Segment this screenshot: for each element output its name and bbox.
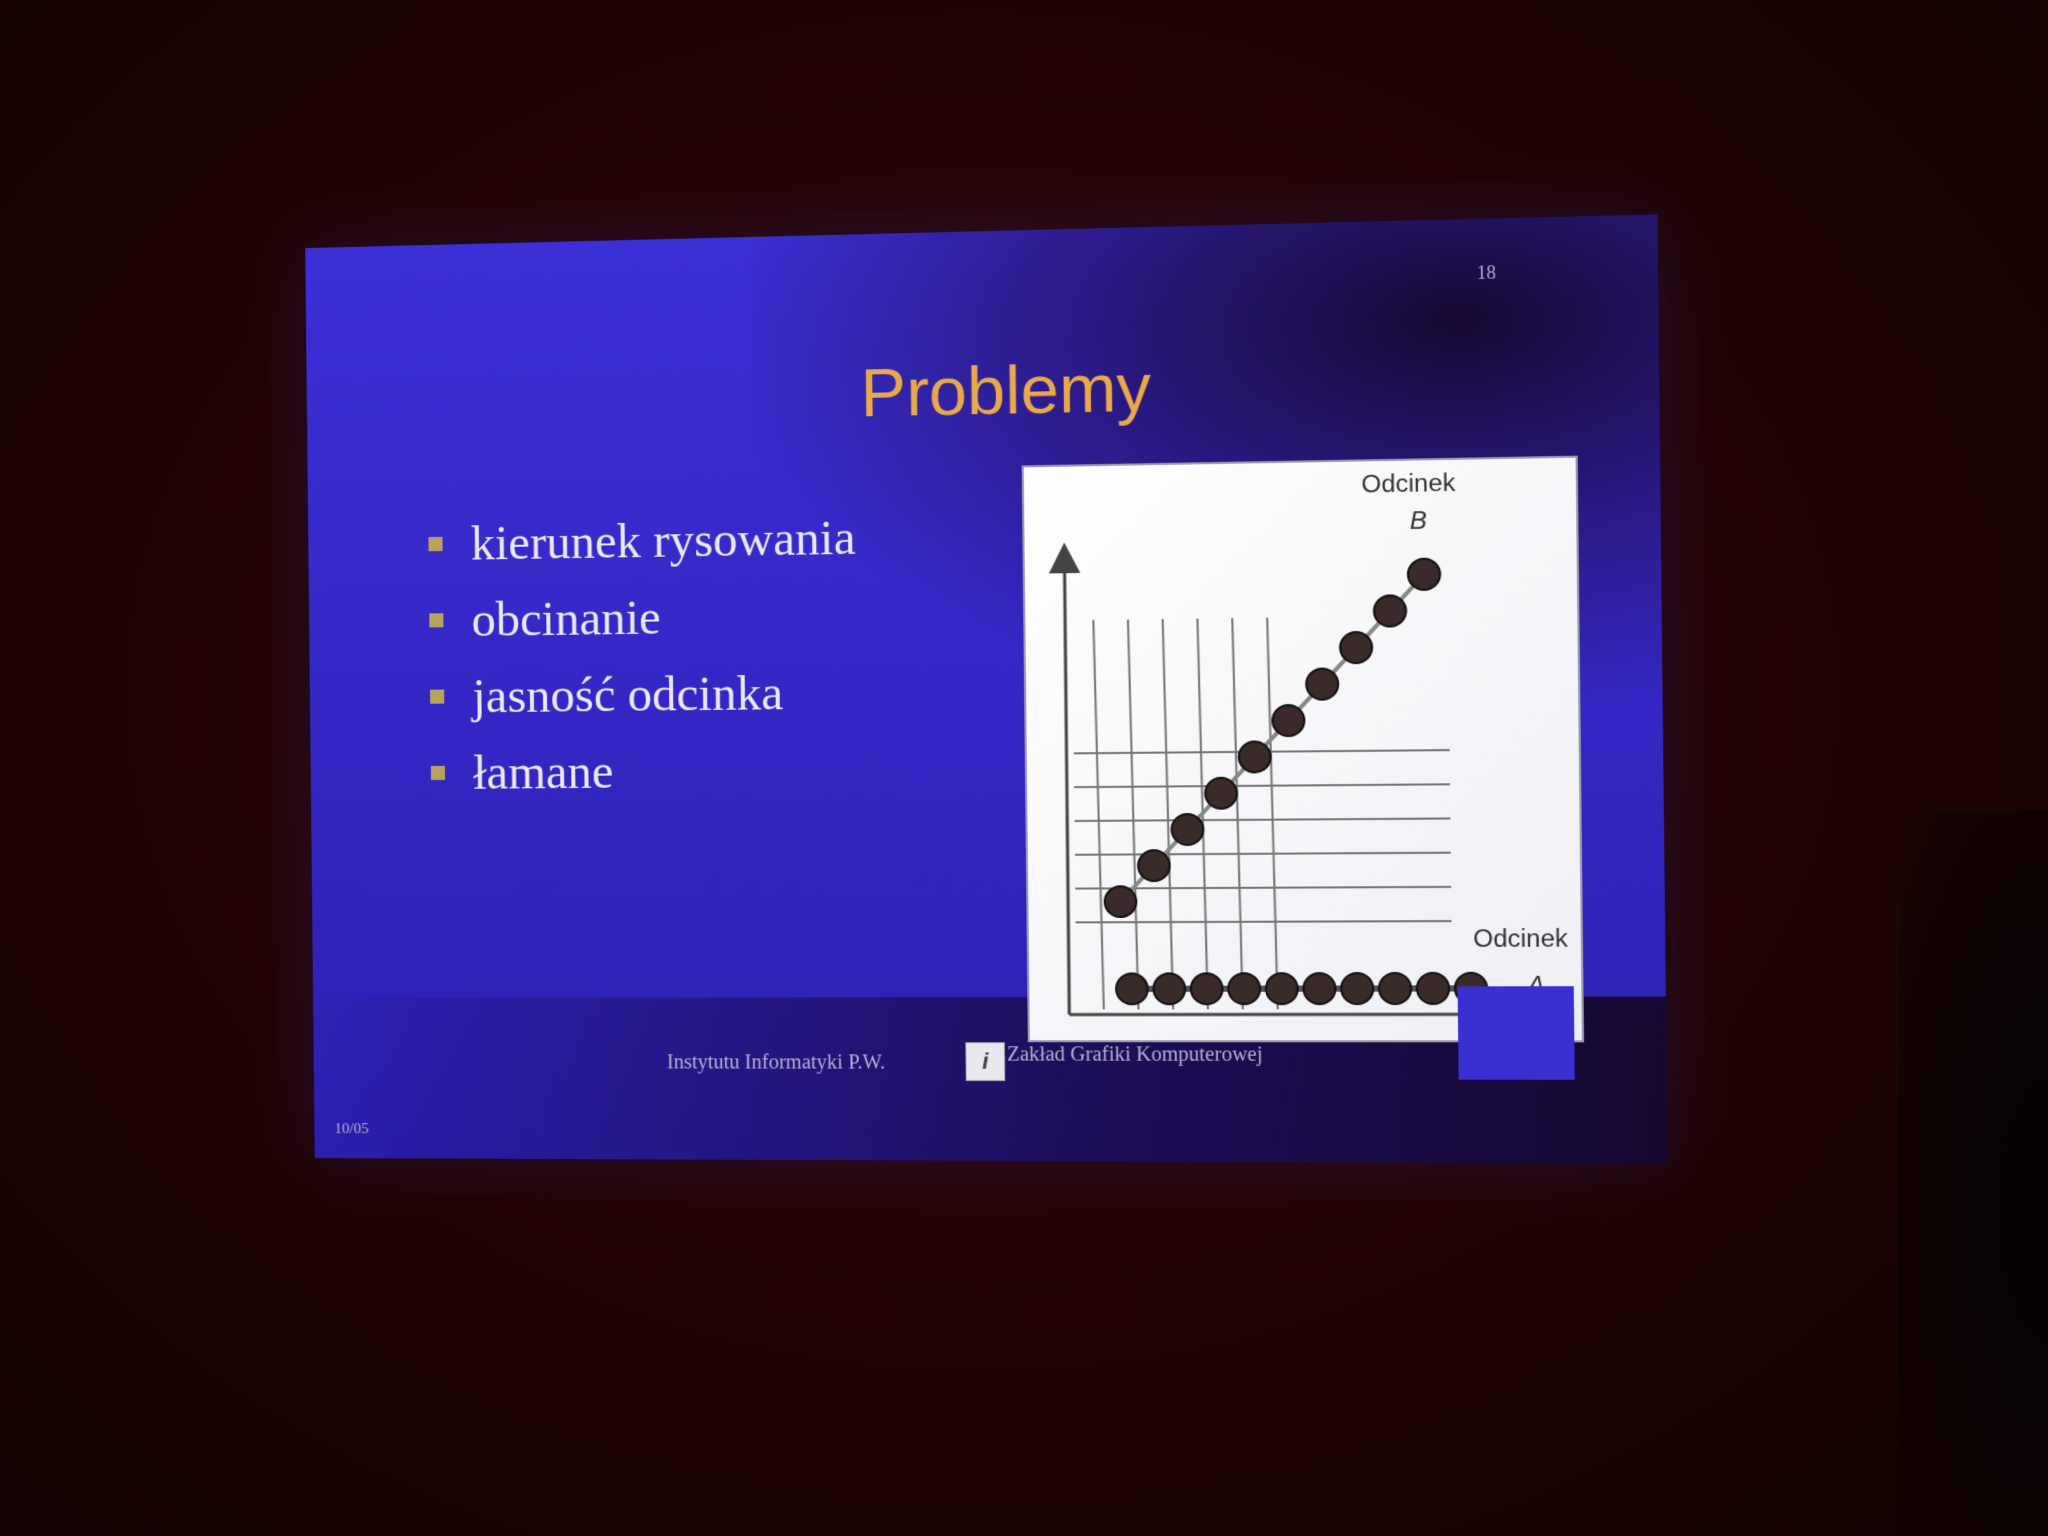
- bullet-square-icon: [430, 690, 444, 704]
- bullet-text: kierunek rysowania: [470, 510, 855, 572]
- slide-title: Problemy: [787, 347, 1226, 433]
- pixel-dot: [1266, 973, 1298, 1004]
- label-a-word: Odcinek: [1473, 925, 1569, 953]
- label-b-letter: B: [1410, 507, 1427, 535]
- pixel-dot: [1138, 850, 1170, 881]
- pixel-dot: [1272, 705, 1304, 736]
- pixel-dot: [1191, 973, 1223, 1004]
- figure-drawing: Odcinek B Odcinek A: [1024, 458, 1582, 1041]
- institute-logo-icon: i: [965, 1042, 1005, 1081]
- slide-number: 18: [1477, 262, 1497, 284]
- grid-line-vertical: [1232, 618, 1243, 1009]
- bullet-item: obcinanie: [429, 576, 857, 658]
- grid-line-horizontal: [1075, 818, 1451, 820]
- pixel-dot: [1239, 741, 1271, 772]
- bullet-text: obcinanie: [471, 590, 661, 648]
- pixel-dot: [1153, 973, 1185, 1004]
- pixel-dot: [1228, 973, 1260, 1004]
- projected-slide: 18 Problemy kierunek rysowania obcinanie…: [305, 214, 1667, 1163]
- pixel-dot: [1379, 973, 1411, 1004]
- y-axis-arrow: [1064, 549, 1069, 1015]
- bullet-text: jasność odcinka: [472, 665, 783, 724]
- bullet-item: kierunek rysowania: [428, 499, 856, 582]
- pixel-dot: [1340, 632, 1372, 663]
- slide-date: 10/05: [334, 1121, 368, 1138]
- pixel-dot: [1306, 668, 1338, 699]
- bullet-item: łamane: [431, 731, 859, 811]
- bullet-square-icon: [431, 766, 445, 780]
- pixel-dot: [1105, 886, 1137, 917]
- grid-line-vertical: [1093, 620, 1103, 1010]
- footer-department: Zakład Grafiki Komputerowej: [1007, 1043, 1263, 1067]
- footer-institute: Instytutu Informatyki P.W.: [667, 1051, 886, 1075]
- grid-line-vertical: [1128, 619, 1138, 1009]
- pixel-dot: [1171, 814, 1203, 845]
- label-b-word: Odcinek: [1361, 469, 1456, 499]
- grid-line-vertical: [1267, 618, 1278, 1010]
- bullet-item: jasność odcinka: [430, 654, 858, 735]
- pixel-dot: [1205, 778, 1237, 809]
- pixel-dot: [1408, 559, 1440, 591]
- pixel-dot: [1116, 973, 1148, 1004]
- pixel-grid: [1072, 615, 1452, 1009]
- pixel-dot: [1341, 973, 1373, 1004]
- audience-silhouette: [1898, 810, 2048, 1536]
- bullet-text: łamane: [473, 744, 614, 801]
- grid-line-horizontal: [1075, 853, 1451, 855]
- grid-line-horizontal: [1076, 921, 1452, 922]
- line-rasterization-figure: Odcinek B Odcinek A: [1022, 456, 1584, 1043]
- bullet-square-icon: [428, 537, 442, 551]
- pixel-dot: [1417, 973, 1449, 1004]
- pixel-dot: [1374, 595, 1406, 626]
- pixel-dot: [1303, 973, 1335, 1004]
- corner-accent: [1458, 986, 1575, 1080]
- bullet-list: kierunek rysowania obcinanie jasność odc…: [428, 499, 858, 811]
- grid-line-vertical: [1163, 619, 1174, 1009]
- grid-line-horizontal: [1074, 784, 1450, 787]
- bullet-square-icon: [429, 613, 443, 627]
